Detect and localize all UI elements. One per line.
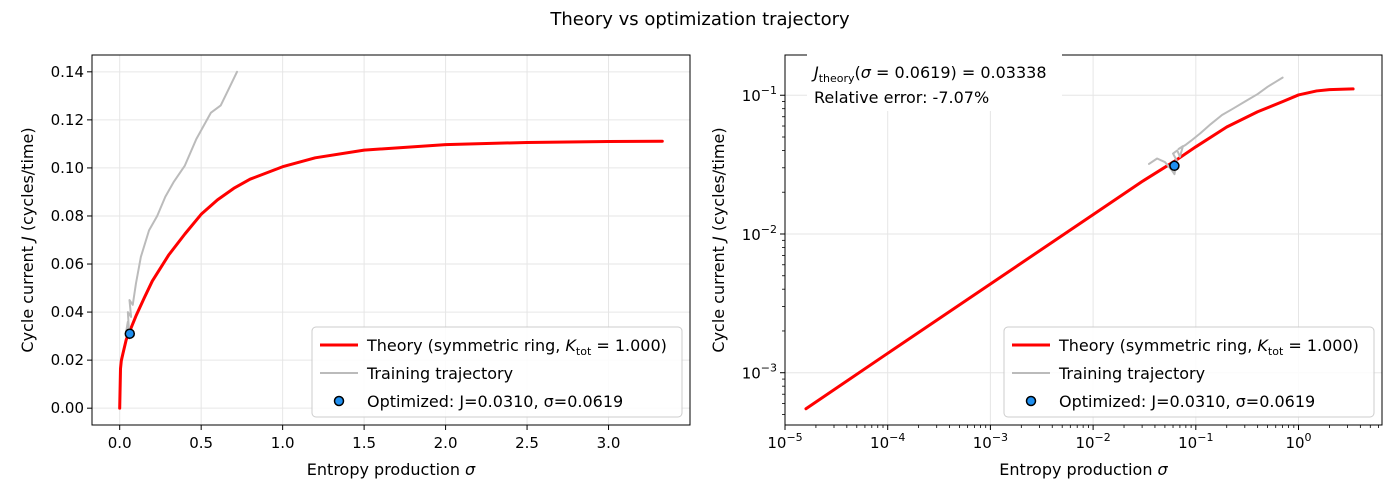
y-axis-label: Cycle current J (cycles/time): [18, 127, 37, 352]
x-tick-label: 10−3: [973, 431, 1008, 452]
x-axis-label: Entropy production σ: [999, 460, 1168, 479]
legend-label: Theory (symmetric ring, Ktot = 1.000): [366, 336, 667, 358]
legend-label: Training trajectory: [366, 364, 513, 383]
x-axis-ticks: 10−5 10−4 10−3 10−2 10−1 100: [767, 425, 1312, 452]
annotation-line-1: Jtheory(σ = 0.0619) = 0.03338: [811, 63, 1047, 85]
y-tick-label: 0.14: [51, 63, 84, 81]
y-tick-label: 0.04: [51, 303, 84, 321]
y-tick-label: 0.08: [51, 207, 84, 225]
legend-box: [1003, 326, 1375, 418]
training-trajectory-line: [1147, 76, 1284, 176]
y-axis-label: Cycle current J (cycles/time): [709, 127, 728, 352]
axes-frame: [91, 54, 691, 426]
optimized-point: [124, 328, 136, 339]
legend-swatch-optimized: [333, 395, 345, 407]
y-tick-label: 0.12: [51, 111, 84, 129]
x-tick-label: 10−1: [1178, 431, 1213, 452]
x-tick-label: 10−5: [767, 431, 802, 452]
x-tick-label: 3.0: [597, 434, 621, 452]
x-axis-label: Entropy production σ: [307, 460, 476, 479]
theory-curve: [118, 139, 664, 410]
axes-frame: [784, 54, 1383, 426]
legend: Theory (symmetric ring, Ktot = 1.000) Tra…: [311, 326, 683, 418]
legend-label: Theory (symmetric ring, Ktot = 1.000): [1058, 336, 1359, 358]
y-tick-label: 10−3: [742, 362, 777, 383]
training-trajectory-line: [125, 70, 239, 340]
right-chart-loglog: 10−5 10−4 10−3 10−2 10−1 100 10−3 10−2 10−1 Entro…: [709, 53, 1383, 479]
x-tick-label: 0.5: [189, 434, 213, 452]
left-chart-linear: 0.0 0.5 1.0 1.5 2.0 2.5 3.00.000.020.040.060.0…: [18, 54, 691, 479]
y-tick-label: 10−2: [742, 223, 777, 244]
annotation: Jtheory(σ = 0.0619) = 0.03338 Relative er…: [807, 53, 1062, 111]
plot-area: [804, 76, 1355, 411]
x-tick-label: 1.5: [352, 434, 376, 452]
figure-title: Theory vs optimization trajectory: [549, 9, 850, 30]
x-tick-label: 0.0: [108, 434, 132, 452]
legend-label: Optimized: J=0.0310, σ=0.0619: [367, 392, 623, 411]
x-tick-label: 2.5: [515, 434, 539, 452]
x-axis-ticks: 0.0 0.5 1.0 1.5 2.0 2.5 3.0: [108, 425, 621, 452]
legend-label: Optimized: J=0.0310, σ=0.0619: [1059, 392, 1315, 411]
annotation-line-2: Relative error: -7.07%: [814, 88, 989, 107]
legend-swatch-optimized: [1025, 395, 1037, 407]
legend-box: [311, 326, 683, 418]
plot-area: [118, 70, 664, 410]
y-tick-label: 0.00: [51, 399, 84, 417]
theory-curve: [804, 87, 1355, 411]
y-tick-label: 10−1: [742, 84, 777, 105]
grid: [92, 55, 690, 425]
annotation-box: [807, 53, 1062, 111]
legend: Theory (symmetric ring, Ktot = 1.000) Tra…: [1003, 326, 1375, 418]
y-tick-label: 0.10: [51, 159, 84, 177]
y-tick-label: 0.06: [51, 255, 84, 273]
x-tick-label: 10−4: [870, 431, 905, 452]
x-tick-label: 10−2: [1075, 431, 1110, 452]
y-tick-label: 0.02: [51, 351, 84, 369]
legend-label: Training trajectory: [1058, 364, 1205, 383]
x-tick-label: 1.0: [271, 434, 295, 452]
optimized-point: [1169, 160, 1180, 172]
x-tick-label: 2.0: [434, 434, 458, 452]
y-axis-ticks: 0.00 0.02 0.04 0.06 0.08 0.10 0.12 0.14: [51, 63, 92, 417]
y-axis-ticks: 10−3 10−2 10−1: [742, 84, 785, 383]
x-tick-label: 100: [1285, 431, 1311, 452]
